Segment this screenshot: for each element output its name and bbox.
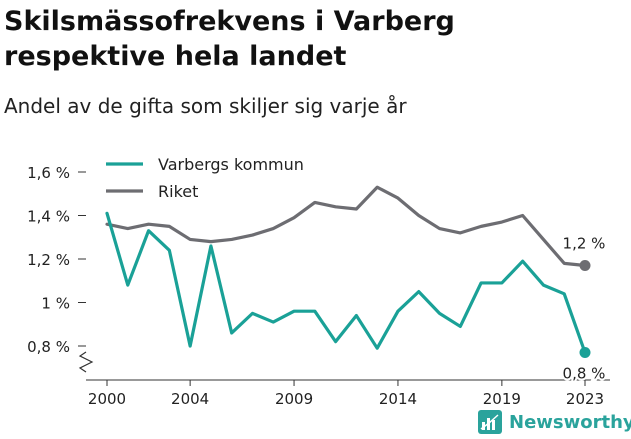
y-tick-label: 1,6 % [27,164,70,182]
chart-subtitle: Andel av de gifta som skiljer sig varje … [4,94,407,118]
x-tick-label: 2023 [566,390,604,408]
end-label-varberg: 0,8 % [563,365,606,383]
x-tick-label: 2014 [379,390,417,408]
y-tick-label: 1 % [41,295,70,313]
chart-title: Skilsmässofrekvens i Varberg respektive … [4,6,455,72]
y-axis-break [78,351,94,373]
brand-name: Newsworthy [509,411,631,433]
y-axis: 0,8 % 1 % 1,2 % 1,4 % 1,6 % [27,164,94,373]
newsworthy-logo: Newsworthy [477,408,631,436]
x-tick-label: 2009 [275,390,313,408]
end-point-varberg [579,347,591,359]
y-tick-label: 0,8 % [27,338,70,356]
y-tick-label: 1,4 % [27,208,70,226]
series-group [105,185,591,359]
end-point-riket [579,260,591,272]
x-tick-label: 2019 [483,390,521,408]
legend-label: Varbergs kommun [158,155,304,174]
x-tick-label: 2000 [88,390,126,408]
x-axis: 2000 2004 2009 2014 2019 2023 [86,379,610,408]
y-tick-label: 1,2 % [27,251,70,269]
x-tick-label: 2004 [171,390,209,408]
series-line-riket [105,185,587,268]
series-line-varberg [105,211,587,355]
end-labels: 1,2 % 0,8 % [561,235,608,385]
legend: Varbergs kommun Riket [106,155,304,201]
legend-label: Riket [158,182,198,201]
newsworthy-logo-icon [478,410,502,434]
end-label-riket: 1,2 % [563,235,606,253]
